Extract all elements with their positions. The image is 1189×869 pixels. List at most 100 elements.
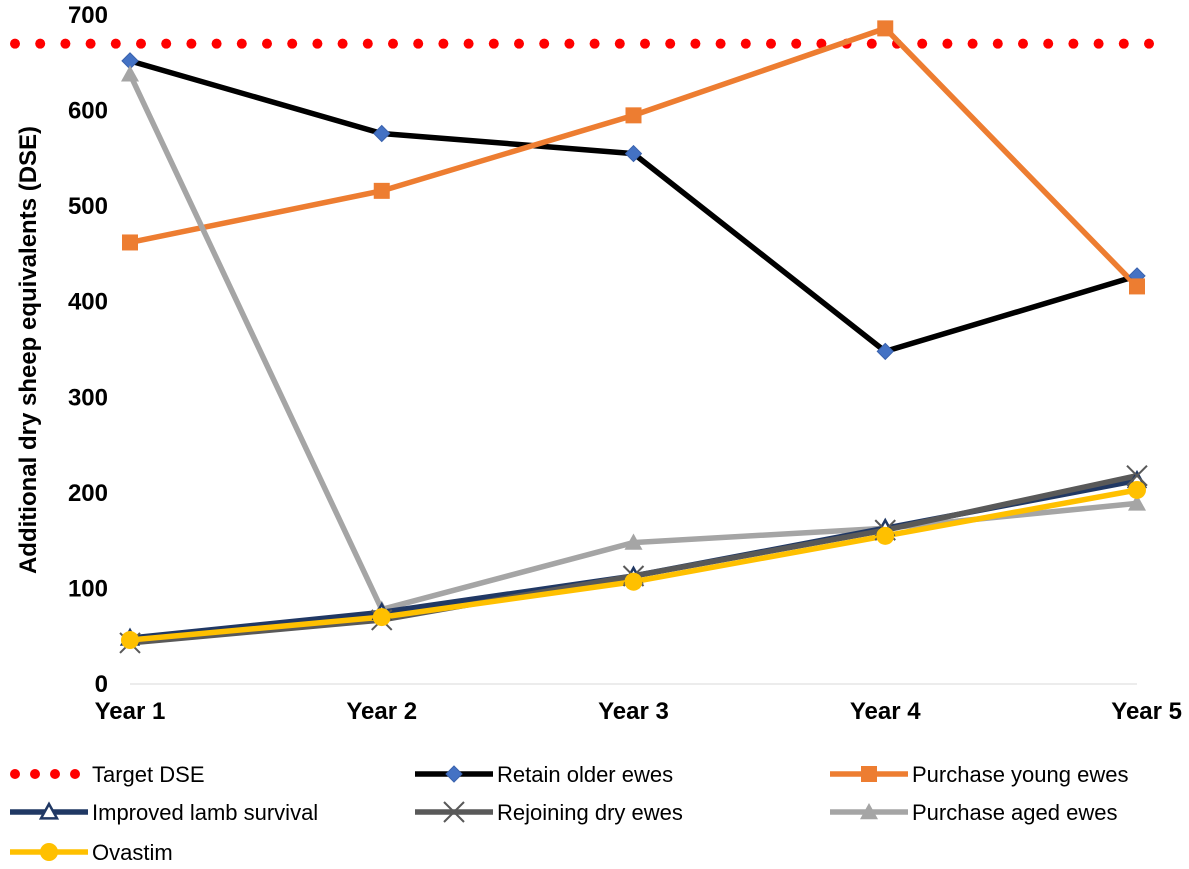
x-tick-labels: Year 1 Year 2 Year 3 Year 4 Year 5	[95, 698, 1182, 725]
legend-marker	[443, 801, 465, 823]
target-dot	[35, 38, 46, 49]
target-dot	[1093, 38, 1104, 49]
legend-swatch	[10, 769, 20, 779]
y-tick-label: 400	[68, 289, 108, 316]
data-point-ovastim	[876, 526, 895, 545]
series-markers-retain-older-ewes	[121, 52, 1146, 361]
y-tick-label: 600	[68, 98, 108, 125]
target-dot	[287, 38, 298, 49]
legend-swatch	[30, 769, 40, 779]
legend-label: Rejoining dry ewes	[497, 800, 683, 825]
data-point-purchase-young-ewes	[877, 20, 894, 37]
target-dot	[665, 38, 676, 49]
data-point-retain-older-ewes	[373, 124, 391, 143]
series-lines	[10, 25, 1154, 646]
target-dot	[85, 38, 96, 49]
legend-swatch	[70, 769, 80, 779]
target-dot	[1118, 38, 1129, 49]
target-dot	[60, 38, 71, 49]
legend-swatch	[50, 769, 60, 779]
data-point-purchase-aged-ewes	[624, 533, 643, 550]
target-dot	[312, 38, 323, 49]
legend: Target DSE Retain older ewes Purchase youn…	[10, 762, 1128, 865]
target-dot	[186, 38, 197, 49]
data-point-purchase-young-ewes	[625, 107, 642, 124]
legend-item-purchase-young-ewes: Purchase young ewes	[830, 762, 1128, 787]
series-markers-ovastim	[121, 480, 1146, 650]
target-dot	[640, 38, 650, 49]
data-point-purchase-aged-ewes	[1128, 494, 1146, 511]
y-tick-label: 200	[68, 480, 108, 507]
target-dot	[10, 38, 20, 49]
target-dot	[866, 38, 877, 49]
series-line-rejoining-dry-ewes	[127, 472, 1140, 646]
target-dot	[690, 38, 701, 49]
series-markers-purchase-young-ewes	[122, 20, 1145, 295]
target-dot	[967, 38, 978, 49]
target-dot	[564, 38, 575, 49]
target-dot	[211, 38, 222, 49]
target-dot	[539, 38, 550, 49]
target-dot	[589, 38, 600, 49]
target-dot	[463, 38, 474, 49]
x-tick-label: Year 5	[1111, 698, 1182, 725]
target-dot	[262, 38, 272, 49]
x-tick-label: Year 1	[95, 698, 166, 725]
target-dot	[488, 38, 499, 49]
data-point-ovastim	[372, 608, 391, 627]
data-point-purchase-aged-ewes	[121, 65, 139, 82]
target-dot	[1043, 38, 1054, 49]
target-dot	[1018, 38, 1028, 49]
data-point-ovastim	[1128, 480, 1146, 499]
legend-marker	[445, 765, 463, 783]
series-line-improved-lamb-survival	[127, 477, 1140, 641]
legend-item-rejoining-dry-ewes: Rejoining dry ewes	[415, 800, 683, 825]
legend-marker	[38, 801, 60, 820]
target-dot	[992, 38, 1003, 49]
series-markers-improved-lamb-survival	[119, 469, 1148, 646]
y-tick-labels: 0 100 200 300 400 500 600 700	[68, 2, 108, 698]
legend-marker	[40, 843, 58, 861]
data-point-retain-older-ewes	[624, 144, 643, 163]
target-dot	[1068, 38, 1079, 49]
legend-label: Target DSE	[92, 762, 205, 787]
target-dot	[236, 38, 247, 49]
target-dot	[337, 38, 348, 49]
legend-item-target-dse: Target DSE	[10, 762, 205, 787]
legend-marker	[860, 803, 878, 820]
target-dot	[816, 38, 827, 49]
series-line-retain-older-ewes	[127, 58, 1140, 355]
series-line-target-dse	[10, 38, 1154, 49]
target-dot	[942, 38, 953, 49]
y-axis-title-group: Additional dry sheep equivalents (DSE)	[15, 126, 42, 574]
y-axis-title: Additional dry sheep equivalents (DSE)	[15, 126, 42, 574]
target-dot	[766, 38, 776, 49]
legend-item-purchase-aged-ewes: Purchase aged ewes	[830, 800, 1117, 825]
y-tick-label: 100	[68, 575, 108, 602]
x-tick-label: Year 2	[346, 698, 417, 725]
target-dot	[917, 38, 928, 49]
target-dot	[362, 38, 373, 49]
series-markers	[119, 20, 1148, 654]
target-dot	[715, 38, 726, 49]
target-dot	[110, 38, 121, 49]
legend-label: Purchase aged ewes	[912, 800, 1117, 825]
target-dot	[161, 38, 172, 49]
x-tick-label: Year 4	[850, 698, 921, 725]
data-point-purchase-young-ewes	[122, 234, 138, 251]
target-dot	[740, 38, 751, 49]
y-tick-label: 0	[95, 671, 108, 698]
legend-label: Purchase young ewes	[912, 762, 1128, 787]
legend-marker	[861, 766, 877, 782]
legend-item-retain-older-ewes: Retain older ewes	[415, 762, 673, 787]
y-tick-label: 700	[68, 2, 108, 29]
target-dot	[791, 38, 802, 49]
target-dot	[614, 38, 625, 49]
data-point-ovastim	[624, 572, 643, 591]
target-dot	[1144, 38, 1154, 49]
target-dot	[388, 38, 398, 49]
legend-label: Ovastim	[92, 840, 173, 865]
data-point-ovastim	[121, 631, 139, 650]
legend-label: Improved lamb survival	[92, 800, 318, 825]
